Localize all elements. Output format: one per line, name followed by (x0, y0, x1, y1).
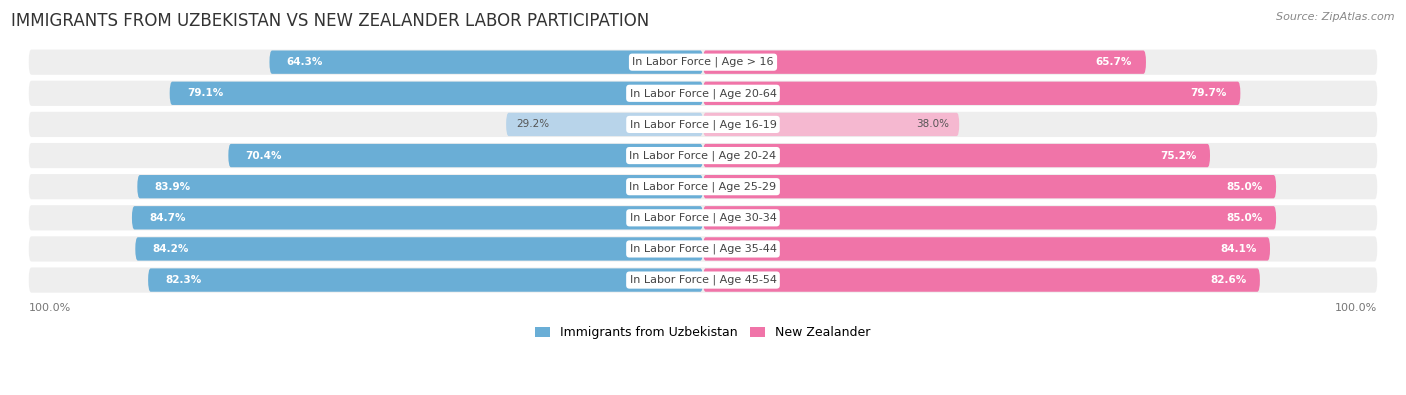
Text: 64.3%: 64.3% (287, 57, 323, 67)
FancyBboxPatch shape (703, 144, 1211, 167)
Text: In Labor Force | Age 25-29: In Labor Force | Age 25-29 (630, 181, 776, 192)
Text: In Labor Force | Age 16-19: In Labor Force | Age 16-19 (630, 119, 776, 130)
Text: In Labor Force | Age 45-54: In Labor Force | Age 45-54 (630, 275, 776, 285)
Text: 75.2%: 75.2% (1160, 150, 1197, 160)
Text: 100.0%: 100.0% (1334, 303, 1378, 313)
Text: 84.2%: 84.2% (152, 244, 188, 254)
FancyBboxPatch shape (28, 236, 1378, 261)
Text: 79.1%: 79.1% (187, 88, 224, 98)
Text: 84.1%: 84.1% (1220, 244, 1257, 254)
Text: 85.0%: 85.0% (1226, 182, 1263, 192)
FancyBboxPatch shape (703, 82, 1240, 105)
Text: 82.6%: 82.6% (1211, 275, 1246, 285)
FancyBboxPatch shape (703, 51, 1146, 74)
FancyBboxPatch shape (135, 237, 703, 261)
FancyBboxPatch shape (703, 113, 959, 136)
FancyBboxPatch shape (28, 81, 1378, 106)
FancyBboxPatch shape (28, 205, 1378, 230)
FancyBboxPatch shape (506, 113, 703, 136)
FancyBboxPatch shape (270, 51, 703, 74)
FancyBboxPatch shape (703, 206, 1277, 229)
Text: 100.0%: 100.0% (28, 303, 72, 313)
Text: 83.9%: 83.9% (155, 182, 191, 192)
Text: 79.7%: 79.7% (1191, 88, 1226, 98)
Text: In Labor Force | Age 35-44: In Labor Force | Age 35-44 (630, 244, 776, 254)
Text: In Labor Force | Age 20-24: In Labor Force | Age 20-24 (630, 150, 776, 161)
Text: In Labor Force | Age 20-64: In Labor Force | Age 20-64 (630, 88, 776, 98)
Text: 85.0%: 85.0% (1226, 213, 1263, 223)
FancyBboxPatch shape (132, 206, 703, 229)
Text: Source: ZipAtlas.com: Source: ZipAtlas.com (1277, 12, 1395, 22)
Text: 84.7%: 84.7% (149, 213, 186, 223)
FancyBboxPatch shape (28, 267, 1378, 293)
FancyBboxPatch shape (28, 143, 1378, 168)
Legend: Immigrants from Uzbekistan, New Zealander: Immigrants from Uzbekistan, New Zealande… (530, 321, 876, 344)
Text: 29.2%: 29.2% (516, 119, 550, 130)
FancyBboxPatch shape (28, 174, 1378, 199)
FancyBboxPatch shape (703, 237, 1270, 261)
Text: In Labor Force | Age 30-34: In Labor Force | Age 30-34 (630, 213, 776, 223)
Text: 70.4%: 70.4% (246, 150, 283, 160)
FancyBboxPatch shape (228, 144, 703, 167)
FancyBboxPatch shape (28, 49, 1378, 75)
FancyBboxPatch shape (148, 268, 703, 292)
Text: 65.7%: 65.7% (1095, 57, 1132, 67)
Text: 38.0%: 38.0% (915, 119, 949, 130)
FancyBboxPatch shape (703, 268, 1260, 292)
FancyBboxPatch shape (170, 82, 703, 105)
Text: In Labor Force | Age > 16: In Labor Force | Age > 16 (633, 57, 773, 68)
FancyBboxPatch shape (138, 175, 703, 198)
FancyBboxPatch shape (28, 112, 1378, 137)
FancyBboxPatch shape (703, 175, 1277, 198)
Text: 82.3%: 82.3% (166, 275, 201, 285)
Text: IMMIGRANTS FROM UZBEKISTAN VS NEW ZEALANDER LABOR PARTICIPATION: IMMIGRANTS FROM UZBEKISTAN VS NEW ZEALAN… (11, 12, 650, 30)
